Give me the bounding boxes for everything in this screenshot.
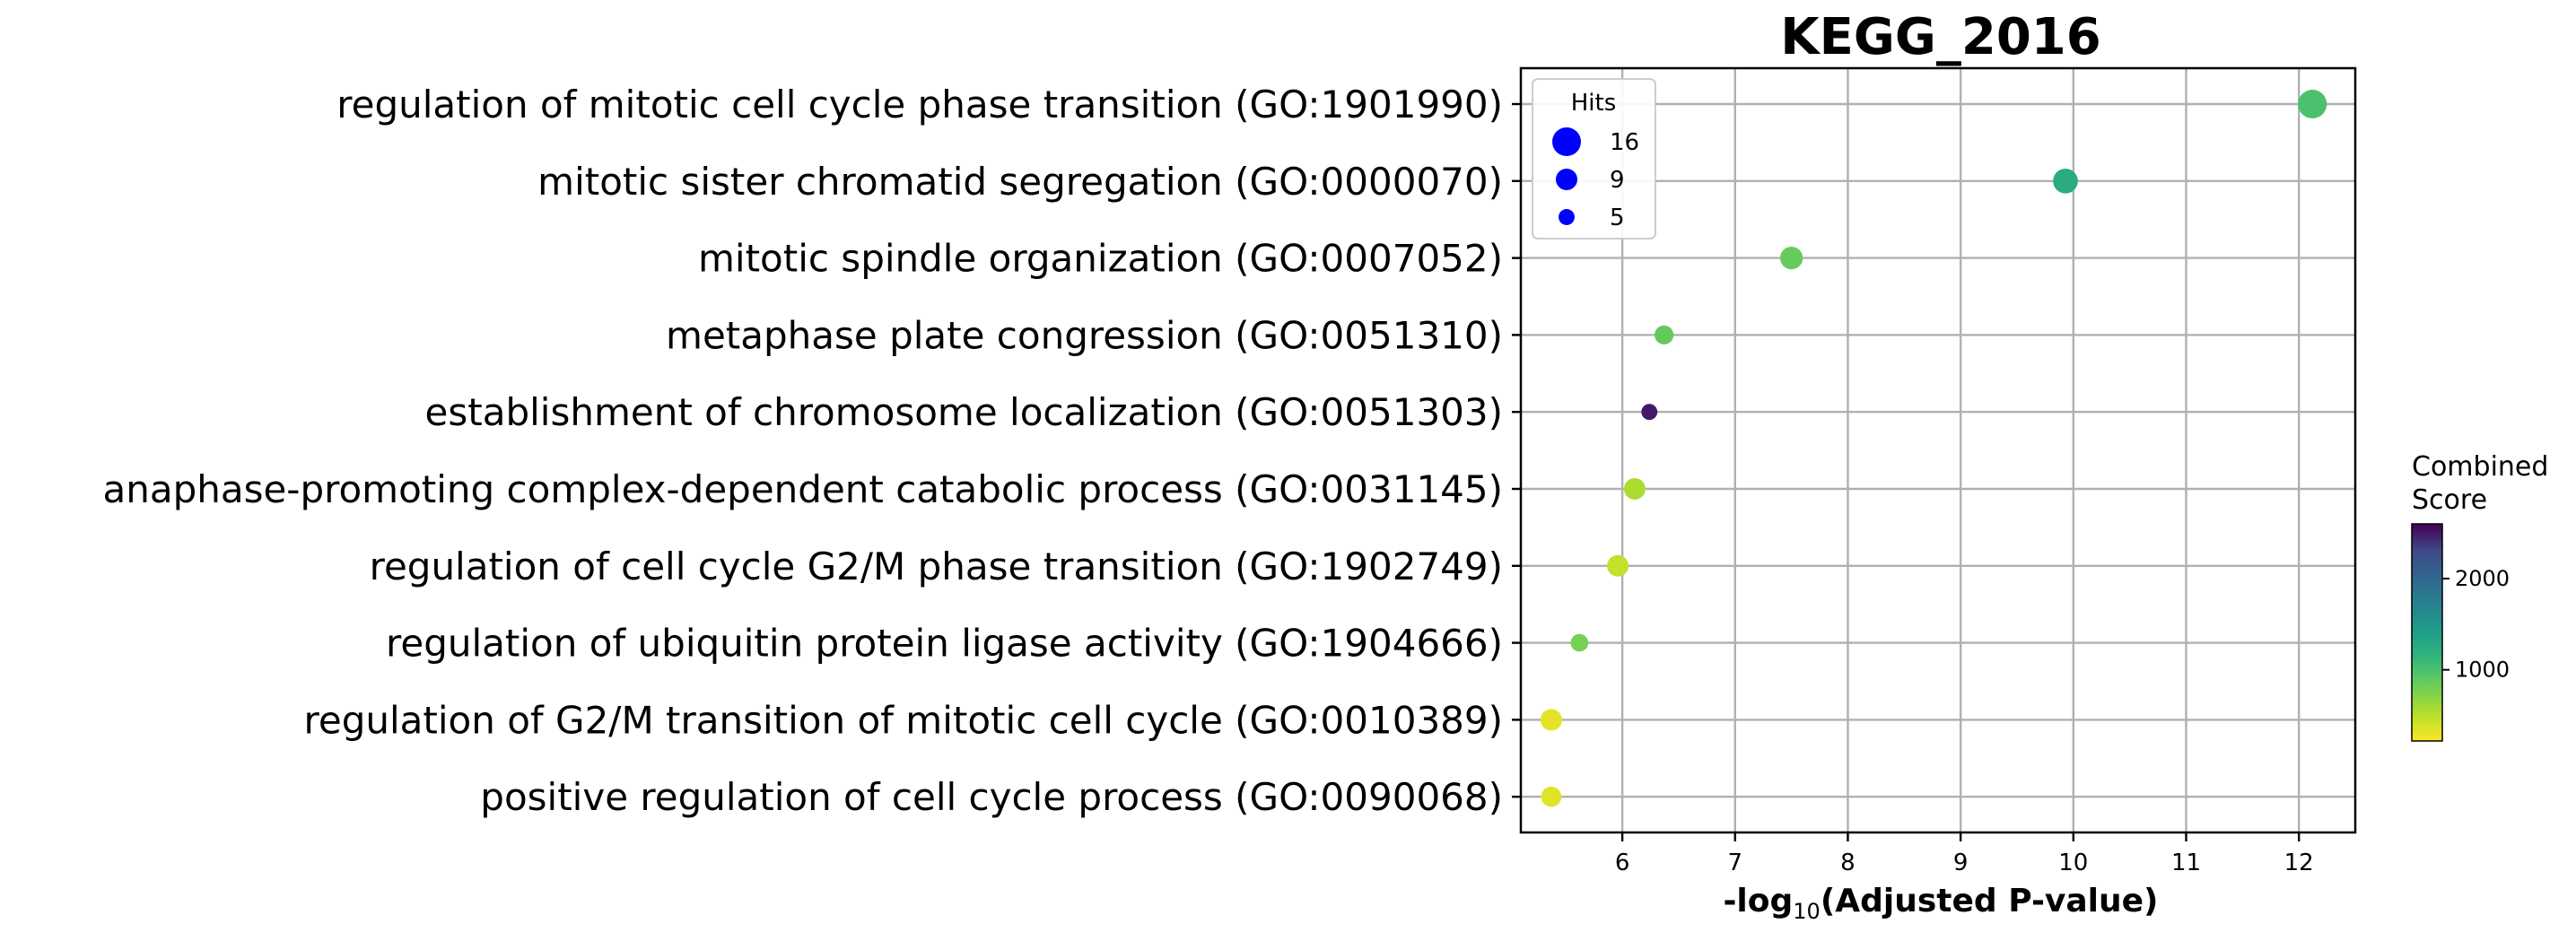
data-point-8 bbox=[1540, 709, 1562, 731]
legend-marker-2 bbox=[1559, 209, 1575, 225]
data-point-3 bbox=[1655, 325, 1674, 344]
data-point-0 bbox=[2298, 90, 2327, 118]
x-tick-label-6: 12 bbox=[2284, 850, 2314, 876]
x-tick-label-2: 8 bbox=[1840, 850, 1856, 876]
legend-marker-0 bbox=[1552, 127, 1581, 156]
data-point-4 bbox=[1641, 404, 1658, 421]
colorbar-tick-label-1: 2000 bbox=[2455, 566, 2510, 591]
category-label-8: regulation of G2/M transition of mitotic… bbox=[304, 698, 1503, 742]
category-label-0: regulation of mitotic cell cycle phase t… bbox=[336, 83, 1503, 126]
category-label-6: regulation of cell cycle G2/M phase tran… bbox=[370, 545, 1503, 588]
data-point-6 bbox=[1607, 554, 1629, 577]
category-label-4: establishment of chromosome localization… bbox=[425, 390, 1503, 434]
x-tick-label-1: 7 bbox=[1728, 850, 1743, 876]
colorbar-ticks: 1000 2000 bbox=[2442, 566, 2510, 683]
category-labels: regulation of mitotic cell cycle phase t… bbox=[102, 83, 1521, 819]
plot-frame bbox=[1519, 66, 2357, 834]
legend-marker-1 bbox=[1556, 169, 1577, 190]
legend-label-0: 16 bbox=[1610, 129, 1639, 156]
x-tick-label-3: 9 bbox=[1953, 850, 1969, 876]
category-label-3: metaphase plate congression (GO:0051310) bbox=[666, 313, 1503, 357]
category-label-5: anaphase-promoting complex-dependent cat… bbox=[102, 467, 1503, 511]
x-tick-labels: 6 7 8 9 10 11 12 bbox=[1615, 832, 2314, 876]
colorbar-title-line1: Combined bbox=[2412, 451, 2548, 483]
legend-title: Hits bbox=[1571, 90, 1617, 117]
x-axis-label-main: -log bbox=[1723, 883, 1793, 919]
x-tick-label-0: 6 bbox=[1615, 850, 1630, 876]
x-tick-label-4: 10 bbox=[2058, 850, 2088, 876]
category-label-7: regulation of ubiquitin protein ligase a… bbox=[386, 622, 1503, 666]
data-point-7 bbox=[1570, 633, 1589, 652]
legend-box bbox=[1532, 78, 1656, 240]
category-label-1: mitotic sister chromatid segregation (GO… bbox=[537, 160, 1503, 204]
x-axis-label: -log10(Adjusted P-value) bbox=[1723, 883, 2158, 924]
data-point-9 bbox=[1541, 786, 1562, 807]
data-points bbox=[1540, 90, 2327, 807]
chart-title: KEGG_2016 bbox=[1780, 8, 2100, 66]
data-point-1 bbox=[2053, 168, 2078, 194]
category-label-9: positive regulation of cell cycle proces… bbox=[480, 775, 1503, 819]
colorbar-title-line2: Score bbox=[2412, 484, 2487, 516]
x-tick-label-5: 11 bbox=[2171, 850, 2201, 876]
legend-label-2: 5 bbox=[1610, 205, 1625, 231]
x-axis-label-rest: (Adjusted P-value) bbox=[1821, 883, 2159, 919]
data-point-5 bbox=[1623, 478, 1646, 500]
colorbar: Combined Score 1000 2000 bbox=[2411, 451, 2548, 742]
colorbar-tick-label-0: 1000 bbox=[2455, 658, 2510, 683]
legend-label-1: 9 bbox=[1610, 167, 1625, 194]
colorbar-gradient bbox=[2411, 523, 2443, 742]
category-label-2: mitotic spindle organization (GO:0007052… bbox=[698, 237, 1503, 281]
data-point-2 bbox=[1779, 246, 1803, 270]
x-axis-label-subscript: 10 bbox=[1793, 899, 1821, 924]
